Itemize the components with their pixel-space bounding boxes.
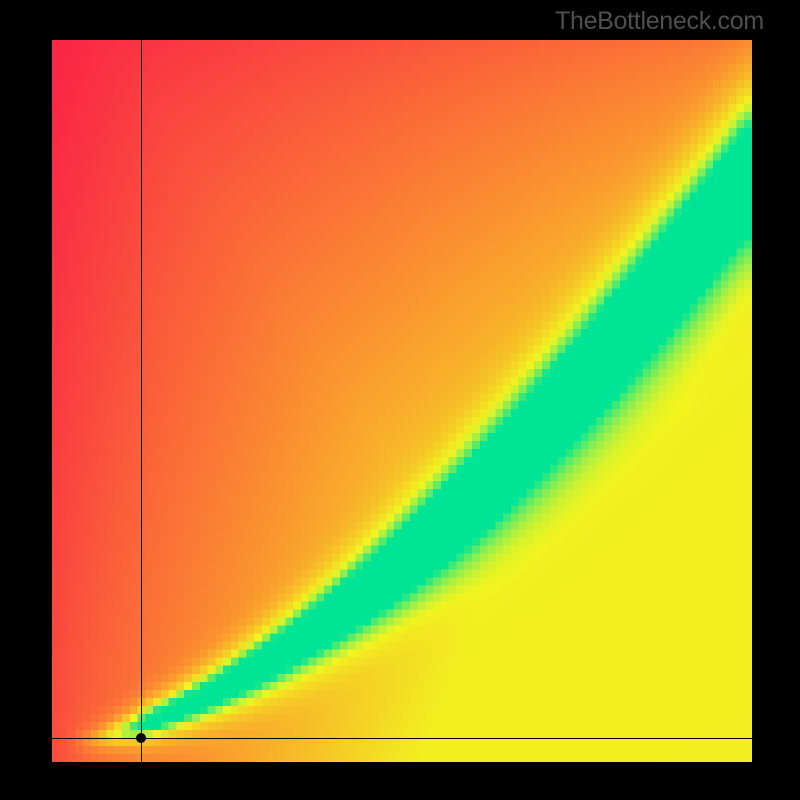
crosshair-marker-dot bbox=[136, 733, 146, 743]
watermark-text: TheBottleneck.com bbox=[555, 7, 764, 36]
bottleneck-heatmap bbox=[52, 40, 752, 762]
crosshair-horizontal bbox=[52, 738, 752, 739]
chart-container: TheBottleneck.com bbox=[0, 0, 800, 800]
crosshair-vertical bbox=[141, 40, 142, 762]
